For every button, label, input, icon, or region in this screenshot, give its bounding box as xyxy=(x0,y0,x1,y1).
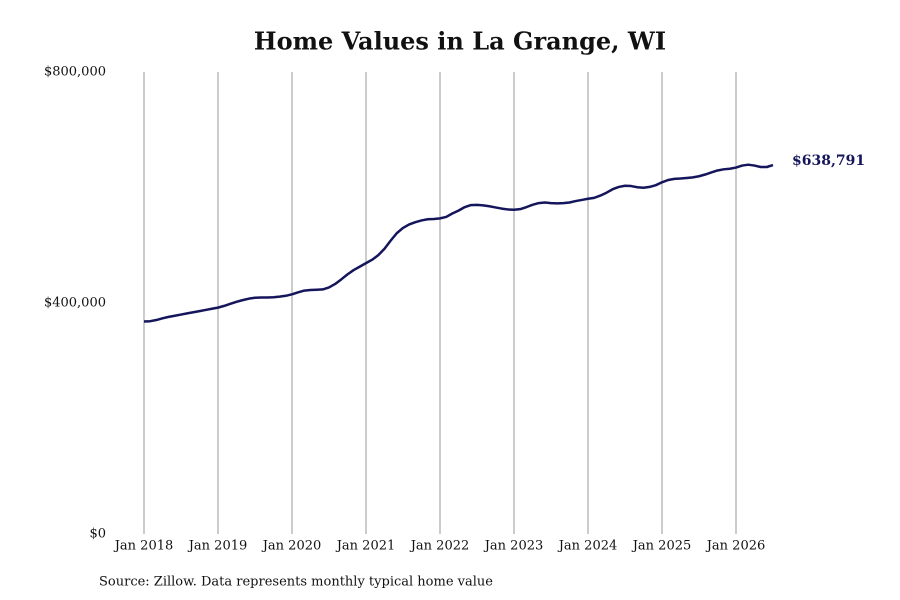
chart-title: Home Values in La Grange, WI xyxy=(254,27,666,56)
x-tick-label: Jan 2024 xyxy=(557,539,618,554)
x-tick-label: Jan 2022 xyxy=(409,539,470,554)
x-tick-label: Jan 2025 xyxy=(631,539,692,554)
data-line xyxy=(143,163,774,323)
x-tick-label: Jan 2026 xyxy=(705,539,766,554)
x-tick-label: Jan 2019 xyxy=(187,539,248,554)
y-tick-label: $0 xyxy=(89,527,106,542)
y-tick-label: $400,000 xyxy=(44,296,106,311)
x-tick-label: Jan 2018 xyxy=(113,539,174,554)
x-tick-label: Jan 2021 xyxy=(335,539,396,554)
x-tick-label: Jan 2020 xyxy=(261,539,322,554)
source-note: Source: Zillow. Data represents monthly … xyxy=(99,575,493,590)
y-tick-label: $800,000 xyxy=(44,65,106,80)
end-value-label: $638,791 xyxy=(792,153,865,169)
x-tick-label: Jan 2023 xyxy=(483,539,544,554)
